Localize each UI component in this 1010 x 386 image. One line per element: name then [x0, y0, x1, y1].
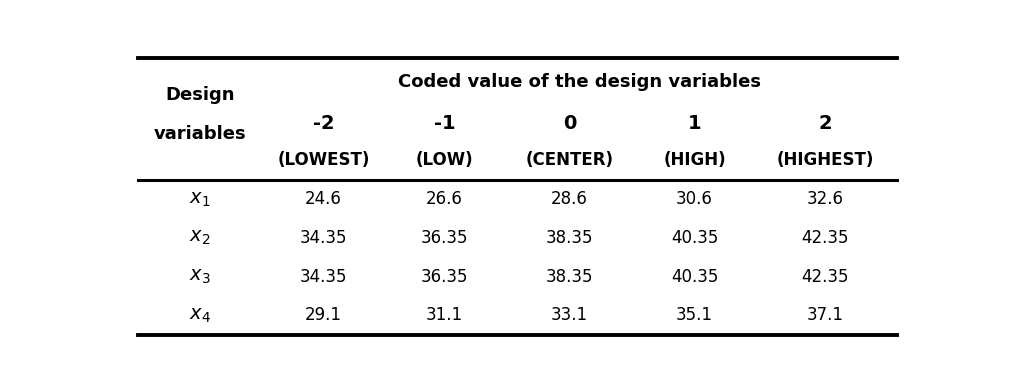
Text: $x_1$: $x_1$ [189, 190, 210, 209]
Text: 1: 1 [688, 113, 701, 133]
Text: 35.1: 35.1 [676, 306, 713, 324]
Text: 29.1: 29.1 [305, 306, 342, 324]
Text: 24.6: 24.6 [305, 190, 342, 208]
Text: 36.35: 36.35 [421, 229, 469, 247]
Text: (HIGH): (HIGH) [664, 151, 726, 169]
Text: 42.35: 42.35 [802, 229, 849, 247]
Text: 28.6: 28.6 [551, 190, 588, 208]
Text: -1: -1 [433, 113, 456, 133]
Text: 40.35: 40.35 [671, 267, 718, 286]
Text: 37.1: 37.1 [807, 306, 844, 324]
Text: (LOWEST): (LOWEST) [278, 151, 370, 169]
Text: 30.6: 30.6 [676, 190, 713, 208]
Text: 38.35: 38.35 [545, 267, 593, 286]
Text: $x_4$: $x_4$ [189, 306, 211, 325]
Text: -2: -2 [313, 113, 334, 133]
Text: Coded value of the design variables: Coded value of the design variables [398, 73, 761, 91]
Text: 42.35: 42.35 [802, 267, 849, 286]
Text: (LOW): (LOW) [416, 151, 474, 169]
Text: 40.35: 40.35 [671, 229, 718, 247]
Text: 33.1: 33.1 [551, 306, 588, 324]
Text: variables: variables [154, 125, 246, 142]
Text: (CENTER): (CENTER) [525, 151, 613, 169]
Text: 38.35: 38.35 [545, 229, 593, 247]
Text: (HIGHEST): (HIGHEST) [777, 151, 874, 169]
Text: 31.1: 31.1 [426, 306, 464, 324]
Text: $x_2$: $x_2$ [189, 229, 210, 247]
Text: 36.35: 36.35 [421, 267, 469, 286]
Text: 26.6: 26.6 [426, 190, 463, 208]
Text: 34.35: 34.35 [300, 267, 347, 286]
Text: $x_3$: $x_3$ [189, 267, 211, 286]
Text: 2: 2 [818, 113, 832, 133]
Text: Design: Design [165, 86, 234, 104]
Text: 0: 0 [563, 113, 577, 133]
Text: 32.6: 32.6 [807, 190, 844, 208]
Text: 34.35: 34.35 [300, 229, 347, 247]
